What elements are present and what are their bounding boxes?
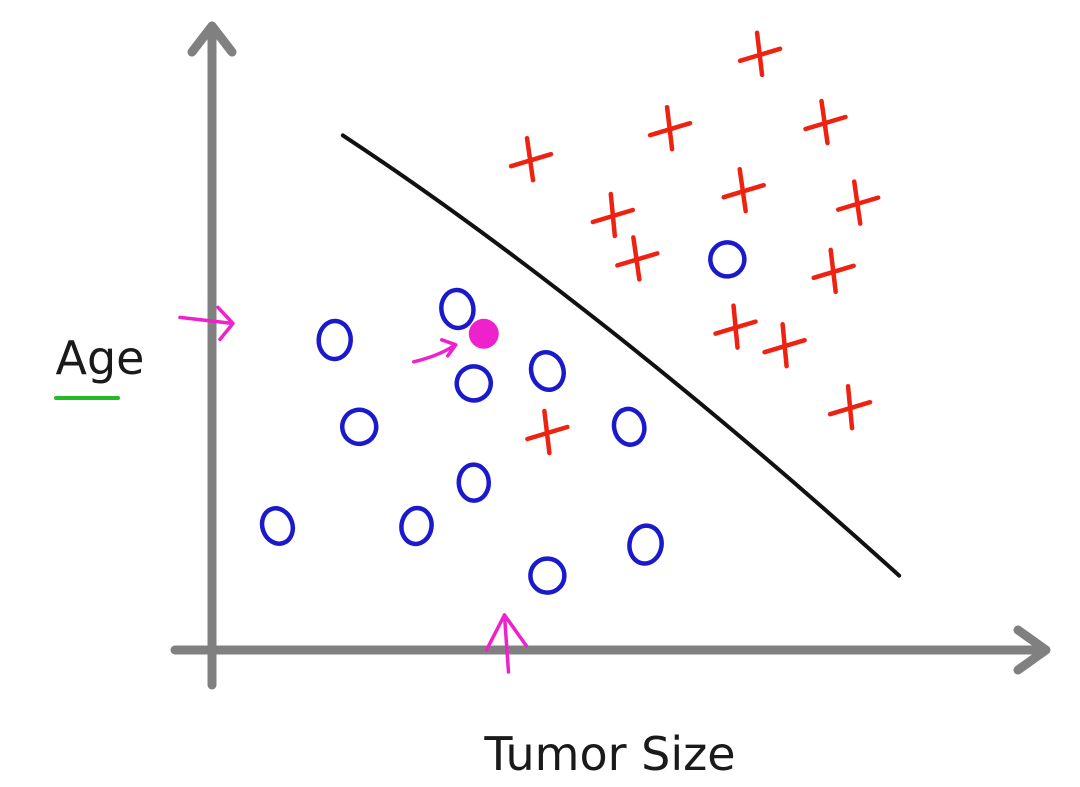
decision-boundary-group xyxy=(340,133,902,578)
decision-boundary-line xyxy=(340,133,902,578)
benign-point xyxy=(528,556,567,595)
benign-point xyxy=(627,523,664,566)
malignant-point xyxy=(508,135,554,183)
malignant-points-group xyxy=(508,30,881,456)
malignant-point xyxy=(811,247,856,295)
x-axis-marker-arrowhead xyxy=(484,613,529,652)
benign-point xyxy=(399,505,434,547)
malignant-point xyxy=(525,408,570,456)
malignant-point xyxy=(615,235,660,282)
y-axis-label: Age xyxy=(56,331,145,385)
malignant-point xyxy=(713,303,758,350)
benign-point xyxy=(439,287,476,331)
x-axis-label: Tumor Size xyxy=(483,727,735,781)
benign-point xyxy=(611,406,647,447)
malignant-point xyxy=(827,383,873,431)
malignant-point xyxy=(737,30,783,78)
benign-point xyxy=(528,350,566,392)
x-axis-marker-arrow xyxy=(502,613,511,674)
benign-point xyxy=(454,364,494,403)
malignant-point xyxy=(835,179,881,226)
benign-point xyxy=(339,407,379,447)
benign-points-group xyxy=(259,240,747,595)
y-axis-arrowhead xyxy=(187,21,237,57)
malignant-point xyxy=(647,104,693,152)
point-arrow xyxy=(412,344,456,364)
malignant-point xyxy=(590,191,636,239)
benign-point xyxy=(316,318,353,362)
y-axis-marker-arrow xyxy=(178,315,234,326)
highlighted-point xyxy=(468,318,499,349)
x-axis-arrowhead xyxy=(1013,625,1051,675)
benign-point xyxy=(456,462,492,503)
benign-point xyxy=(708,240,747,279)
axes xyxy=(170,21,1051,690)
y-axis-marker-arrowhead xyxy=(216,305,235,342)
malignant-point xyxy=(762,321,807,369)
highlight-group xyxy=(178,305,529,674)
benign-point xyxy=(259,506,296,546)
malignant-point xyxy=(721,166,766,214)
point-arrow-head xyxy=(440,338,458,358)
malignant-point xyxy=(803,98,848,146)
